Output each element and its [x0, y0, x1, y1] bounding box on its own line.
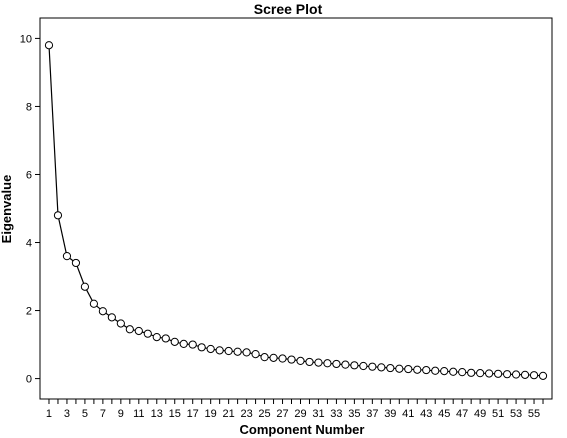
data-point: [404, 364, 413, 374]
data-point: [143, 329, 152, 338]
data-point: [305, 357, 314, 367]
plot-area: [39, 17, 553, 400]
data-point: [296, 356, 305, 365]
x-tick-label: 29: [294, 408, 306, 420]
data-point: [413, 365, 422, 374]
x-tick-label: 3: [64, 408, 70, 420]
data-point: [368, 362, 377, 371]
data-point: [287, 355, 296, 364]
data-point: [269, 353, 278, 362]
data-point: [44, 41, 54, 50]
data-point: [224, 346, 233, 356]
x-tick-label: 45: [438, 408, 450, 420]
data-point: [476, 369, 485, 378]
chart-title: Scree Plot: [254, 1, 323, 17]
y-tick-label: 4: [26, 238, 32, 250]
x-tick-label: 41: [402, 408, 414, 420]
data-point: [386, 363, 395, 373]
x-tick-label: 7: [100, 408, 106, 420]
data-point: [395, 364, 404, 373]
data-point: [341, 360, 350, 369]
data-point: [440, 367, 449, 376]
data-point: [251, 349, 260, 359]
data-point: [98, 307, 107, 316]
data-point: [107, 313, 116, 322]
data-point: [511, 370, 521, 379]
x-tick-label: 31: [312, 408, 324, 420]
data-point: [350, 361, 359, 370]
data-point: [422, 365, 431, 375]
x-tick-label: 23: [240, 408, 252, 420]
data-point: [260, 353, 269, 362]
data-point: [134, 326, 143, 336]
y-tick-label: 10: [20, 33, 32, 45]
data-point: [359, 361, 368, 371]
data-point: [188, 340, 197, 349]
data-point: [116, 319, 125, 328]
data-point: [53, 211, 63, 220]
data-point: [242, 348, 251, 357]
x-tick-label: 1: [46, 408, 52, 420]
data-point: [62, 252, 72, 261]
data-point: [502, 370, 512, 379]
x-tick-label: 25: [258, 408, 270, 420]
x-tick-label: 17: [187, 408, 199, 420]
data-point: [323, 359, 332, 368]
x-tick-label: 21: [223, 408, 235, 420]
data-point: [197, 343, 206, 352]
data-point: [458, 368, 467, 377]
y-tick-label: 0: [26, 374, 32, 386]
data-point: [215, 346, 224, 355]
data-point: [377, 363, 386, 372]
x-tick-label: 11: [133, 408, 144, 420]
data-point: [71, 258, 81, 268]
data-point: [538, 371, 548, 380]
x-tick-label: 37: [366, 408, 378, 420]
data-point: [332, 359, 341, 369]
data-point: [89, 299, 98, 308]
x-tick-label: 43: [420, 408, 432, 420]
data-point: [233, 347, 242, 356]
y-tick-label: 6: [26, 169, 32, 181]
x-tick-label: 19: [205, 408, 217, 420]
x-tick-label: 13: [151, 408, 163, 420]
x-tick-label: 51: [492, 408, 504, 420]
data-point: [520, 370, 530, 379]
y-tick-label: 2: [26, 306, 32, 318]
x-tick-label: 9: [118, 408, 124, 420]
y-axis-label: Eigenvalue: [0, 175, 14, 244]
data-point: [152, 332, 161, 342]
data-point: [125, 325, 134, 334]
x-tick-label: 53: [510, 408, 522, 420]
data-point: [161, 334, 170, 343]
y-tick-label: 8: [26, 101, 32, 113]
data-point: [494, 369, 503, 378]
data-point: [449, 367, 458, 376]
data-point: [80, 282, 90, 291]
x-tick-label: 39: [384, 408, 396, 420]
data-point: [467, 368, 476, 377]
data-point: [485, 369, 494, 378]
eigenvalue-series: [44, 41, 548, 380]
x-tick-label: 35: [348, 408, 360, 420]
data-point: [170, 337, 179, 346]
x-tick-label: 27: [276, 408, 288, 420]
x-tick-label: 47: [456, 408, 468, 420]
data-point: [278, 354, 287, 363]
x-tick-label: 55: [528, 408, 540, 420]
data-point: [314, 358, 323, 367]
data-point: [529, 371, 539, 380]
data-point: [179, 339, 188, 348]
x-tick-label: 49: [474, 408, 486, 420]
y-axis-ticks: 0 2 4 6 8 10: [20, 33, 40, 386]
x-tick-label: 33: [330, 408, 342, 420]
x-tick-label: 15: [169, 408, 181, 420]
x-axis-label: Component Number: [240, 422, 365, 437]
data-point: [206, 344, 215, 354]
x-axis-ticks: 1 3 5 7 9 11 13 15 17 19 21 23 25 27 29 31 33 35 37 39 41 43 4…: [46, 399, 544, 420]
x-tick-label: 5: [82, 408, 88, 420]
data-point: [431, 366, 440, 375]
